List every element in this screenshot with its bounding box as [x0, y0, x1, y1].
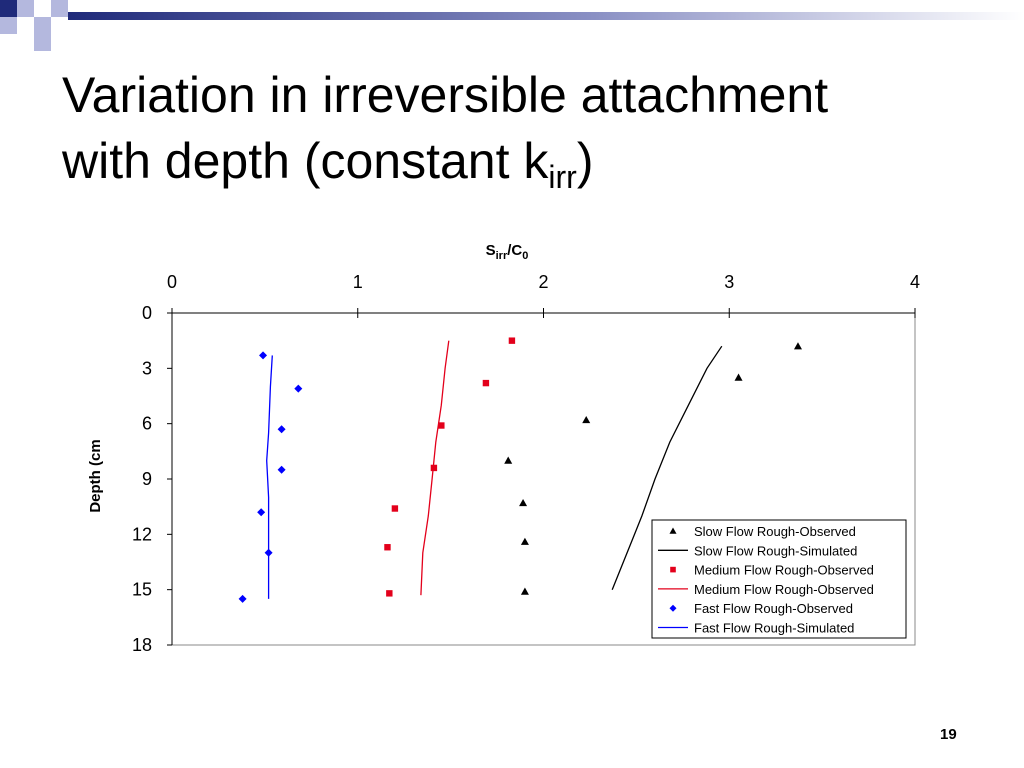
diamond-marker	[238, 594, 247, 603]
header-square	[17, 0, 34, 17]
x-tick-label: 2	[538, 272, 548, 292]
triangle-marker	[669, 527, 677, 534]
slide-title: Variation in irreversible attachment wit…	[62, 62, 828, 194]
legend-label: Slow Flow Rough-Observed	[694, 524, 856, 539]
header-square	[0, 17, 17, 34]
y-tick-label: 9	[142, 469, 152, 489]
legend-label: Medium Flow Rough-Observed	[694, 563, 874, 578]
x-tick-label: 0	[167, 272, 177, 292]
header-decoration	[0, 0, 1024, 51]
legend-label: Fast Flow Rough-Simulated	[694, 621, 854, 636]
y-tick-label: 18	[132, 635, 152, 655]
series-line	[266, 355, 273, 599]
header-square	[34, 0, 51, 17]
series-line	[420, 340, 450, 596]
legend-box	[651, 519, 907, 639]
x-tick-label: 3	[724, 272, 734, 292]
square-marker	[438, 422, 445, 429]
diamond-marker	[669, 604, 677, 612]
square-marker	[430, 464, 438, 472]
square-marker	[391, 505, 399, 512]
triangle-marker	[504, 456, 513, 464]
x-tick-label: 1	[353, 272, 363, 292]
y-tick-label: 12	[132, 524, 152, 544]
diamond-marker	[259, 351, 268, 360]
header-square	[17, 17, 34, 34]
slide-number: 19	[940, 726, 957, 743]
diamond-marker	[277, 425, 286, 434]
header-square	[51, 0, 68, 17]
triangle-marker	[520, 537, 529, 545]
title-subscript: irr	[548, 159, 577, 195]
y-axis-title: Depth (cm	[87, 439, 104, 512]
square-marker	[670, 566, 676, 573]
square-marker	[384, 544, 391, 551]
series-line	[611, 345, 723, 590]
triangle-marker	[519, 498, 528, 507]
triangle-marker	[793, 342, 802, 350]
header-square	[34, 17, 51, 34]
legend-label: Medium Flow Rough-Observed	[694, 582, 874, 597]
y-tick-label: 15	[132, 580, 152, 600]
legend-label: Fast Flow Rough-Observed	[694, 601, 853, 616]
square-marker	[482, 379, 490, 387]
y-tick-label: 3	[142, 358, 152, 378]
y-tick-label: 6	[142, 414, 152, 434]
diamond-marker	[294, 384, 303, 393]
header-square	[0, 0, 17, 17]
square-marker	[508, 337, 516, 344]
header-square	[51, 17, 68, 34]
triangle-marker	[520, 587, 529, 595]
square-marker	[386, 590, 393, 597]
x-axis-title: Sirr/C0	[486, 242, 529, 262]
header-square	[34, 34, 51, 51]
x-tick-label: 4	[910, 272, 920, 292]
legend-label: Slow Flow Rough-Simulated	[694, 543, 857, 558]
header-gradient-bar	[68, 12, 1024, 20]
triangle-marker	[734, 373, 743, 381]
title-line-1: Variation in irreversible attachment	[62, 67, 829, 123]
title-close-paren: )	[576, 133, 594, 189]
diamond-marker	[257, 508, 266, 517]
diamond-marker	[277, 465, 286, 474]
title-line-2: with depth (constant k	[62, 133, 549, 189]
triangle-marker	[582, 415, 591, 424]
y-tick-label: 0	[142, 303, 152, 323]
